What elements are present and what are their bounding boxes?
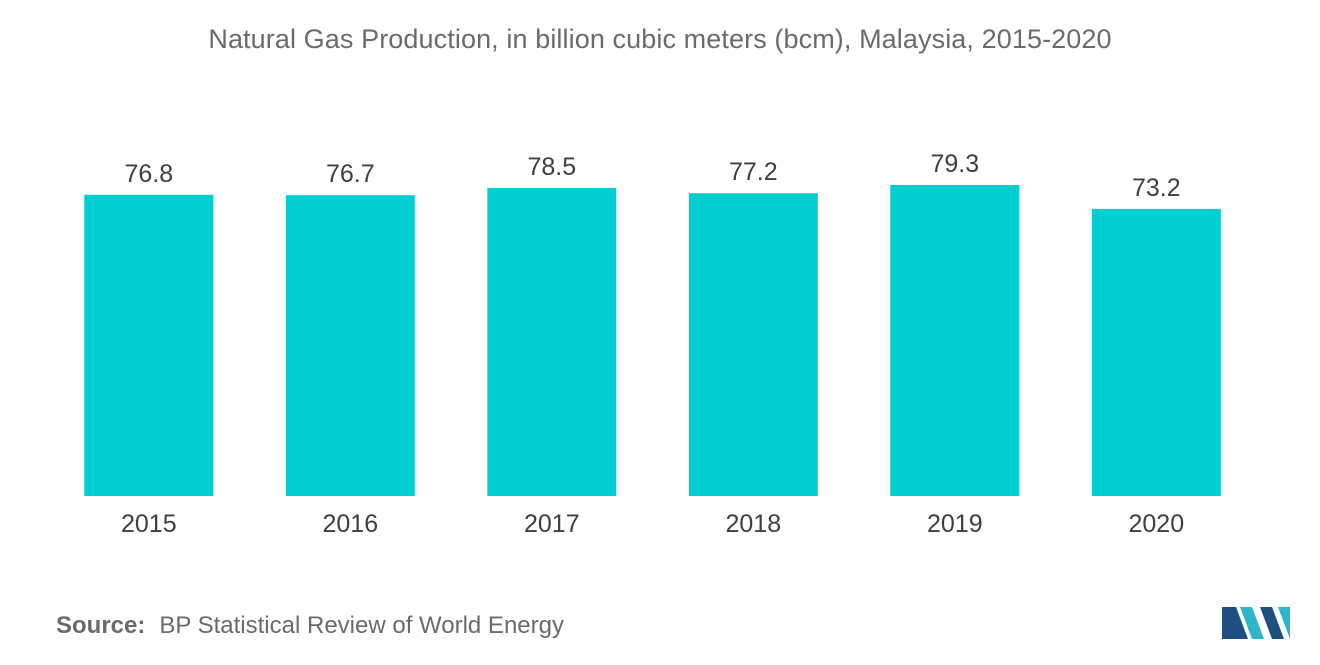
bars-group: [84, 185, 1221, 497]
logo-shape-mid: [1240, 607, 1264, 639]
data-labels-group: 76.8 76.7 78.5 77.2 79.3 73.2: [124, 150, 1180, 202]
chart-title: Natural Gas Production, in billion cubic…: [208, 24, 1112, 54]
x-tick-2018: 2018: [725, 510, 781, 538]
logo-shape-right: [1260, 607, 1284, 639]
data-label-2015: 76.8: [124, 160, 173, 188]
x-axis-tick-labels: 2015 2016 2017 2018 2019 2020: [121, 510, 1184, 538]
x-tick-2016: 2016: [322, 510, 378, 538]
bar-2018: [688, 193, 818, 496]
x-tick-2017: 2017: [524, 510, 580, 538]
bar-2017: [487, 188, 617, 496]
mordor-intelligence-logo-icon: [1222, 607, 1290, 639]
data-label-2017: 78.5: [527, 153, 576, 181]
x-tick-2019: 2019: [927, 510, 983, 538]
x-tick-2020: 2020: [1128, 510, 1184, 538]
source-note: Source: BP Statistical Review of World En…: [56, 612, 564, 640]
bar-chart: 76.8 76.7 78.5 77.2 79.373.2 2015 2016 2017 201…: [84, 150, 1221, 538]
data-label-2020: 73.2: [1132, 174, 1181, 202]
data-label-2018: 77.2: [729, 158, 778, 186]
data-label-2016: 76.7: [326, 160, 375, 188]
bar-2020: [1091, 208, 1221, 496]
x-tick-2015: 2015: [121, 510, 177, 538]
source-key: Source:: [56, 612, 146, 639]
logo-shape-left: [1222, 607, 1248, 639]
bar-2015: [84, 194, 214, 497]
bar-2019: [890, 185, 1020, 496]
bar-2016: [285, 195, 415, 496]
source-text: BP Statistical Review of World Energy: [159, 612, 564, 639]
logo-shape-edge: [1278, 607, 1290, 639]
data-label-2019: 79.3: [930, 150, 979, 178]
